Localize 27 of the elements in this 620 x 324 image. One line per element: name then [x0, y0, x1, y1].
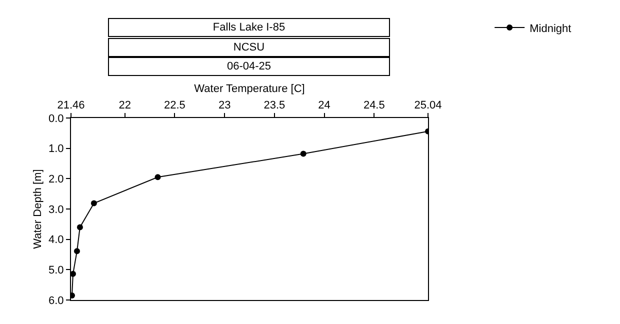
x-tick-label: 23 [218, 100, 231, 112]
y-axis-title: Water Depth [m] [32, 169, 44, 249]
x-tick-label: 24.5 [363, 100, 385, 112]
x-tick-label: 21.46 [57, 100, 85, 112]
point [74, 248, 80, 254]
x-tick-label: 22.5 [164, 100, 186, 112]
x-tick-label: 24 [318, 100, 330, 112]
y-tick-label: 3.0 [48, 204, 64, 216]
x-tick-label: 25.04 [414, 100, 442, 112]
point [154, 174, 161, 180]
y-tick-label: 5.0 [48, 264, 64, 277]
x-axis-title: Water Temperature [C] [194, 83, 305, 96]
y-tick-label: 6.0 [48, 294, 64, 307]
x-tick-label: 22 [118, 100, 131, 112]
y-tick-label: 4.0 [48, 234, 64, 246]
chart-subtitle: NCSU [233, 42, 265, 54]
text: 06-04-25 [226, 60, 272, 72]
y-tick-label: 0.0 [48, 112, 64, 125]
point [300, 150, 306, 157]
legend-label: Midnight [530, 22, 572, 35]
point [71, 270, 76, 277]
point [90, 200, 97, 206]
point [76, 224, 83, 230]
y-tick-label: 2.0 [48, 174, 64, 186]
x-tick-label: 23.5 [264, 100, 286, 112]
chart-title: Falls Lake I-85 [212, 22, 286, 34]
y-tick-label: 1.0 [48, 143, 64, 156]
